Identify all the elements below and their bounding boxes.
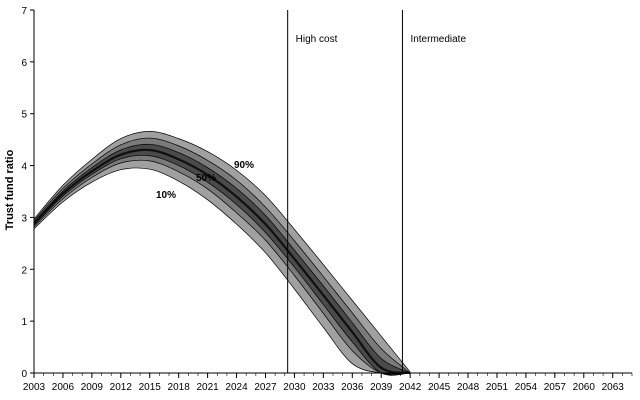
x-tick-label: 2057 [544, 382, 567, 393]
x-tick-label: 2030 [283, 382, 306, 393]
y-axis-ticks: 0 1 2 3 4 5 6 7 [21, 6, 34, 380]
series-line-p50 [33, 148, 411, 375]
x-tick-label: 2024 [225, 382, 248, 393]
x-tick-label: 2006 [52, 382, 75, 393]
series-line-p10 [33, 159, 411, 375]
scenario-label-1: High cost [296, 34, 338, 45]
y-tick-label: 4 [21, 162, 27, 173]
label-90-percent: 90% [234, 160, 254, 171]
x-tick-label: 2015 [139, 382, 162, 393]
x-tick-label: 2036 [341, 382, 364, 393]
y-axis-title: Trust fund ratio [4, 149, 16, 230]
x-tick-label: 2048 [457, 382, 480, 393]
x-tick-label: 2045 [428, 382, 451, 393]
label-10-percent: 10% [156, 190, 176, 201]
y-tick-label: 7 [21, 6, 27, 17]
x-tick-label: 2042 [399, 382, 422, 393]
y-tick-label: 1 [21, 317, 27, 328]
series-lines [33, 130, 411, 376]
band-p25-p75 [34, 144, 411, 376]
scenario-label-2: Intermediate [410, 34, 466, 45]
x-tick-label: 2054 [515, 382, 538, 393]
x-tick-label: 2051 [486, 382, 509, 393]
scenario-markers: High cost Intermediate [287, 10, 466, 373]
x-tick-label: 2027 [254, 382, 277, 393]
x-tick-label: 2063 [602, 382, 625, 393]
series-line-p97.5 [33, 130, 411, 373]
label-50-percent: 50% [196, 173, 216, 184]
x-tick-label: 2009 [81, 382, 104, 393]
y-tick-label: 3 [21, 213, 27, 224]
x-tick-label: 2012 [110, 382, 133, 393]
percentile-bands [34, 131, 411, 376]
series-line-p2.5 [33, 167, 411, 375]
y-tick-label: 5 [21, 110, 27, 121]
band-p2.5-p97.5 [34, 131, 411, 374]
series-line-p75 [33, 143, 411, 374]
series-line-p25 [33, 154, 411, 376]
y-tick-label: 0 [21, 369, 27, 380]
x-tick-label: 2039 [370, 382, 393, 393]
x-tick-label: 2003 [23, 382, 46, 393]
y-tick-label: 2 [21, 265, 27, 276]
series-line-p90 [33, 137, 411, 374]
x-tick-label: 2033 [312, 382, 335, 393]
x-tick-label: 2060 [573, 382, 596, 393]
y-tick-label: 6 [21, 58, 27, 69]
x-axis-ticks: 2003 2006 2009 2012 2015 2018 2021 2024 2027 2030… [23, 373, 633, 393]
x-tick-label: 2021 [196, 382, 219, 393]
x-tick-label: 2018 [168, 382, 191, 393]
